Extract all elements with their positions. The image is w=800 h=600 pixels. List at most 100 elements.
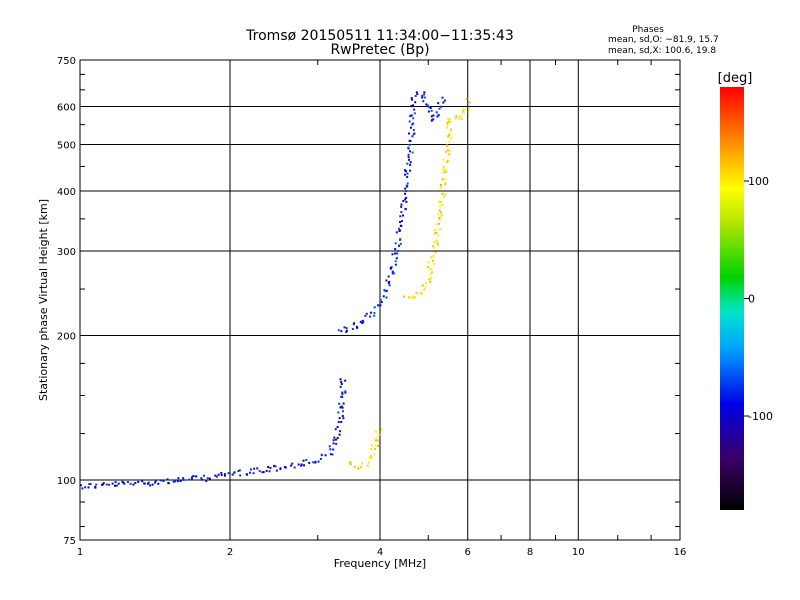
data-point [406,176,409,178]
plot-frame [79,59,681,541]
data-point [462,111,465,114]
x-axis: 1 2 4 6 8 10 16 [77,60,686,558]
data-point [79,484,82,487]
data-point [430,109,433,112]
colorbar-label: [deg] [718,71,753,86]
data-point [364,314,367,317]
data-point [414,95,417,97]
data-point [356,326,359,329]
data-point [440,214,443,217]
data-point [445,150,447,153]
data-point [261,471,264,474]
data-point [341,415,344,417]
data-point [355,325,358,328]
data-point [300,464,303,467]
data-point [432,245,434,248]
data-point [410,126,412,129]
data-point [447,159,450,162]
data-point [300,463,303,466]
data-point [340,383,343,385]
data-point [105,483,108,486]
data-point [370,455,372,458]
data-point [141,480,144,483]
data-point [273,464,275,467]
data-point [446,160,449,163]
data-point [341,406,344,409]
data-point [365,312,368,315]
data-point [361,462,364,465]
data-point [258,470,261,473]
data-point [447,117,450,120]
data-point [462,109,465,112]
data-point [411,123,414,126]
x-tick-label: 4 [377,547,383,558]
data-point [123,482,126,485]
data-point [385,279,388,282]
y-tick-label: 500 [57,141,76,152]
data-point [394,260,397,263]
data-point [429,273,432,276]
data-point [249,471,251,474]
data-point [439,200,442,203]
data-point [402,214,405,217]
colorbar-tick-label: -100 [748,410,773,423]
data-point [174,480,176,483]
data-point [344,390,347,393]
data-point [463,108,466,111]
data-point [374,444,377,447]
data-point [341,391,344,394]
y-tick-label: 100 [57,476,76,487]
data-point [114,481,117,483]
data-point [227,472,230,475]
data-point [81,487,84,490]
data-point [433,246,436,249]
data-point [339,378,342,381]
data-point [369,311,372,314]
data-point [427,110,430,113]
data-point [377,439,380,442]
data-point [434,251,437,254]
data-point [430,119,433,122]
data-point [343,326,346,329]
data-point [182,477,185,480]
data-point [404,187,407,190]
data-point [404,208,407,211]
data-point [468,101,471,104]
data-point [437,234,440,237]
data-point [442,168,445,171]
data-point [340,421,343,423]
data-point [412,117,415,120]
data-point [283,466,286,468]
data-point [328,445,331,448]
data-point [436,242,439,245]
data-point [308,461,311,464]
data-point [238,469,241,472]
y-tick-label: 300 [57,247,76,258]
data-point [438,200,441,203]
data-point [410,97,413,100]
data-point [444,168,447,171]
data-point [157,482,160,485]
data-point [149,484,152,487]
data-point [427,265,430,268]
data-point [432,114,435,117]
data-point [411,135,414,138]
data-point [392,272,395,275]
data-point [250,468,252,471]
data-point [404,170,407,173]
data-point [162,479,165,482]
phase-info-title: Phases [632,25,664,35]
data-point [399,224,402,227]
data-point [447,135,450,138]
data-point [448,118,451,121]
data-point [438,209,441,212]
data-point [233,471,235,474]
data-point [430,115,433,118]
data-point [253,467,256,470]
data-point [108,483,111,486]
data-point [423,91,426,94]
data-point [360,466,362,469]
chart-subtitle: RwPretec (Bp) [330,42,429,58]
data-point [440,105,443,108]
data-point [192,475,195,477]
